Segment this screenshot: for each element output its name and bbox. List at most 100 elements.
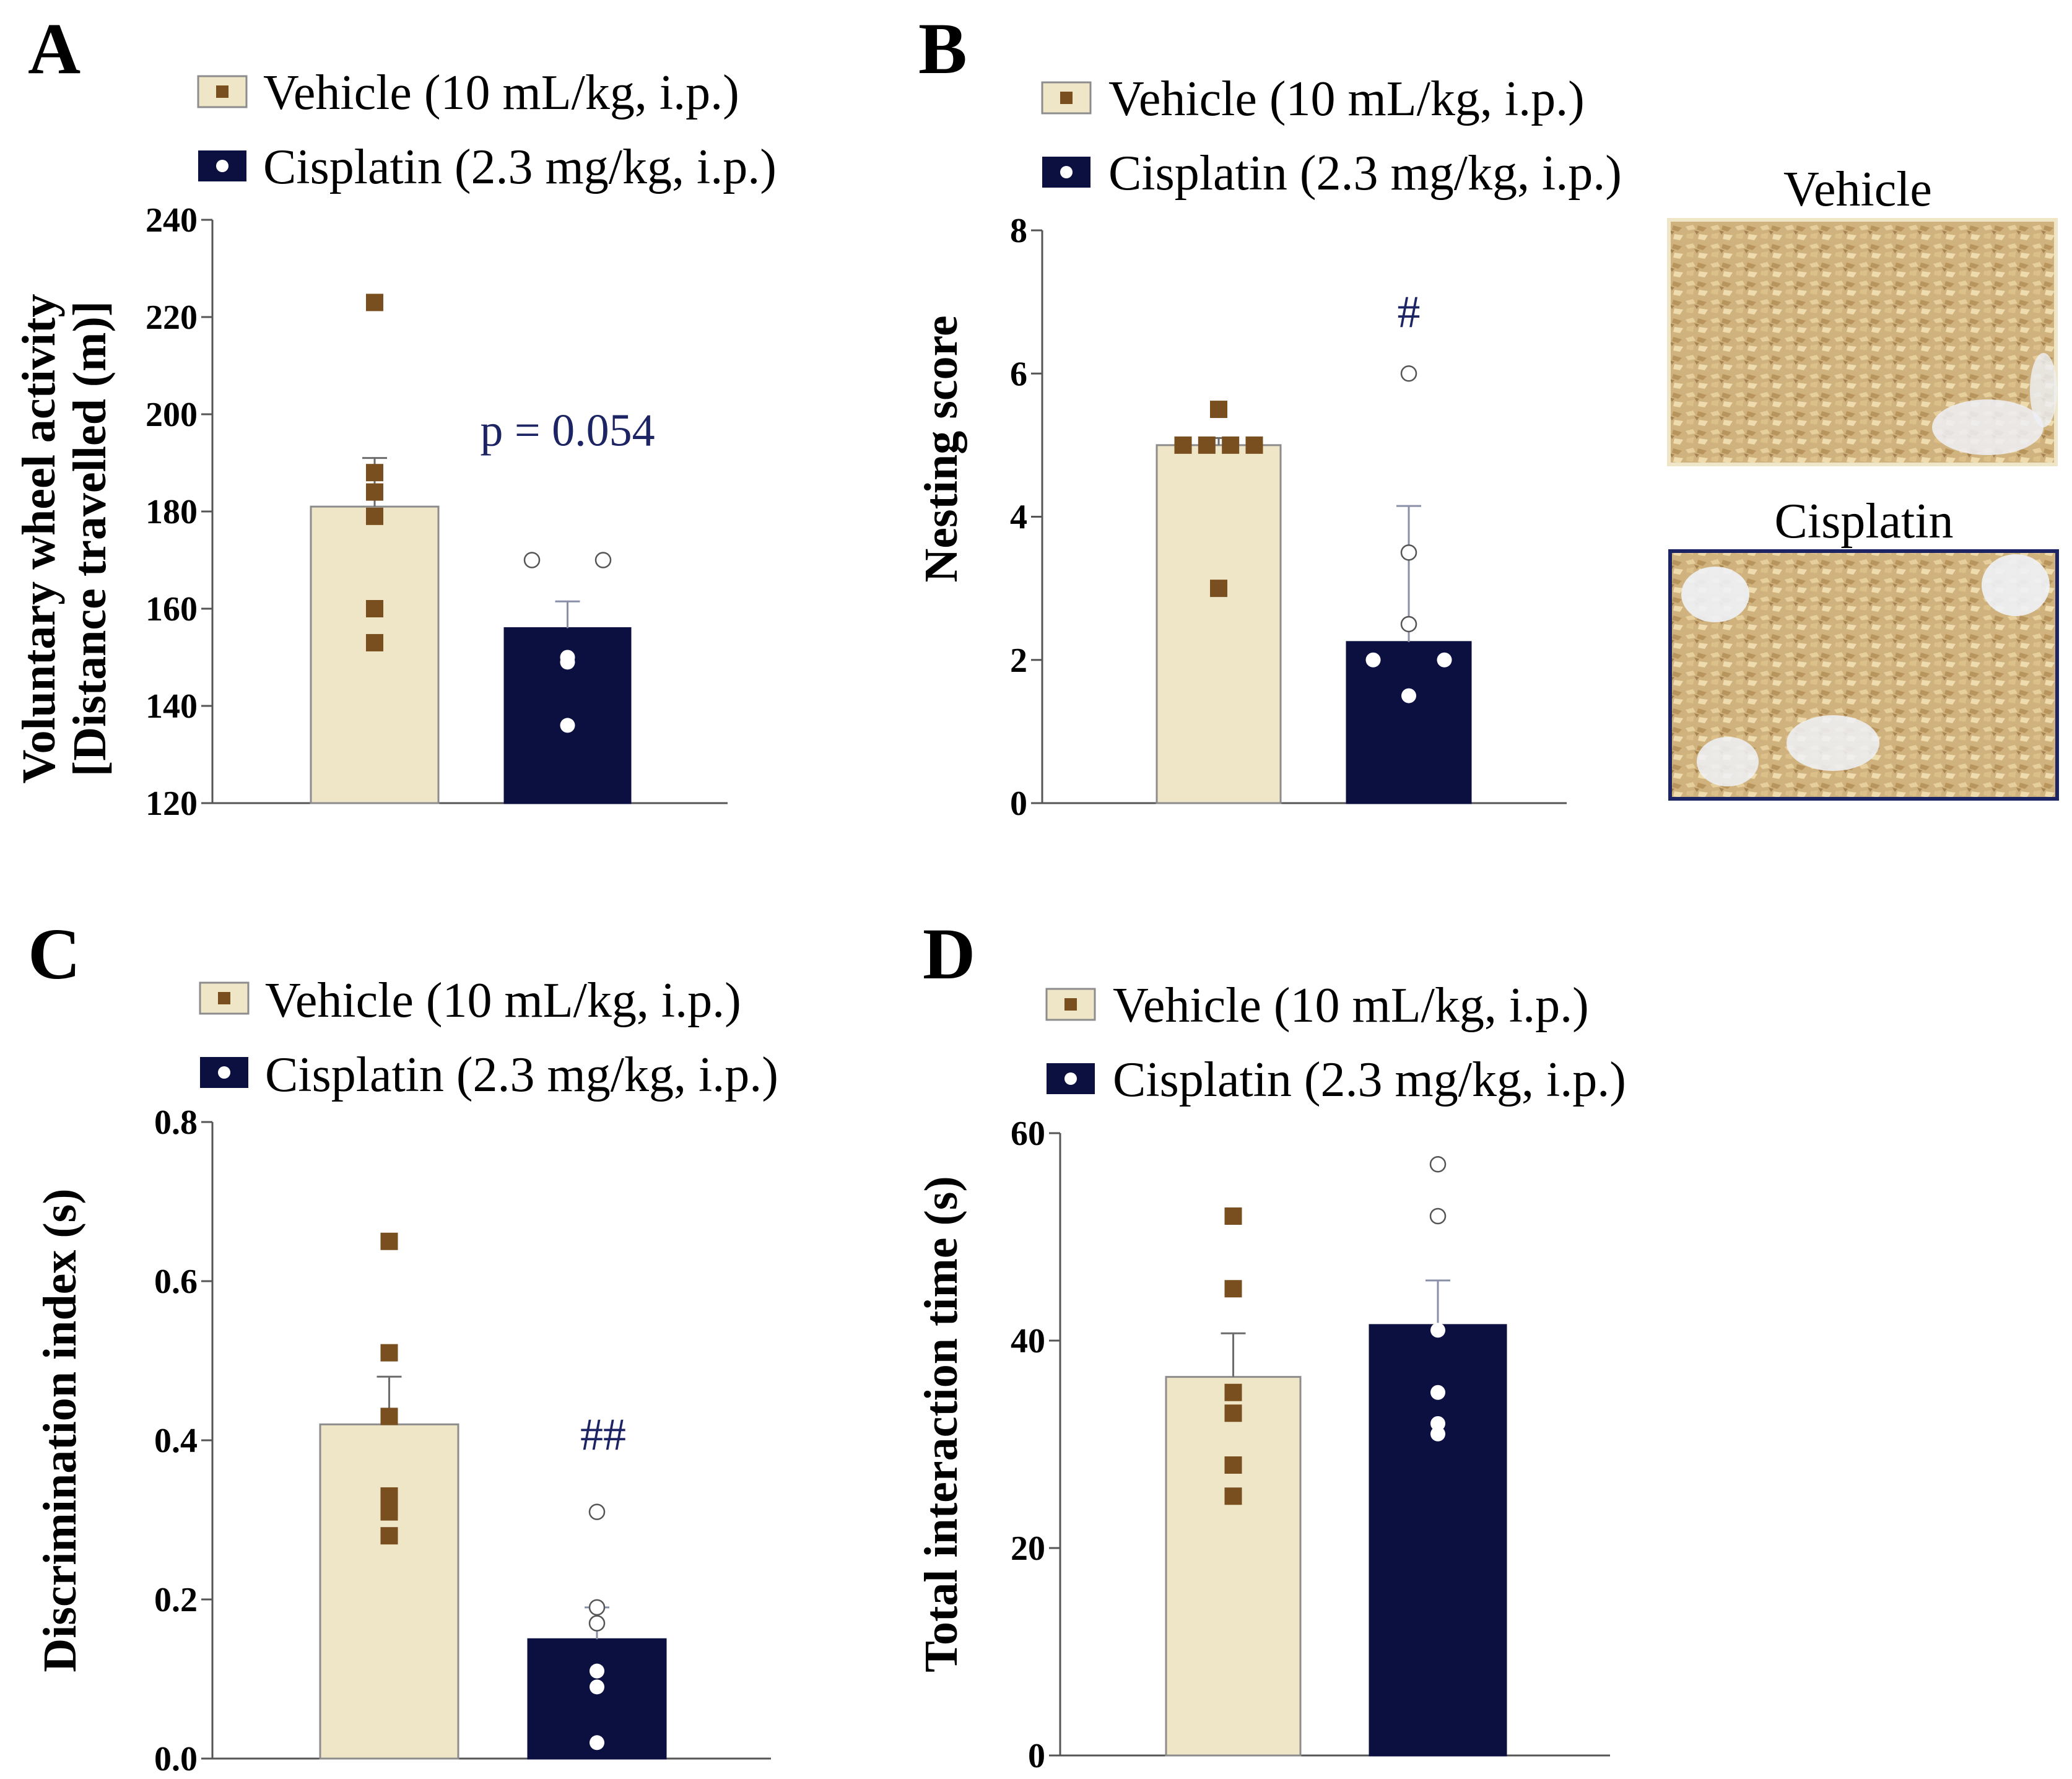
- y-tick-label: 0.6: [154, 1263, 198, 1301]
- panel-b-plot: 0 2 4 6 8 #: [1010, 212, 1567, 823]
- data-point-cisplatin: [590, 1735, 604, 1751]
- y-axis-title-line-1: Voluntary wheel activity: [13, 294, 65, 784]
- data-point-vehicle: [366, 633, 383, 651]
- panel-c-legend: Vehicle (10 mL/kg, i.p.) Cisplatin (2.3 …: [199, 973, 778, 1102]
- data-point-vehicle: [380, 1527, 398, 1545]
- data-point-cisplatin: [1430, 1385, 1445, 1400]
- y-tick-label: 240: [146, 201, 198, 240]
- data-point-cisplatin: [1400, 615, 1417, 633]
- legend-vehicle-swatch: [1045, 988, 1096, 1021]
- data-point-vehicle: [380, 1232, 398, 1250]
- nest-photo-cisplatin-cotton-2: [1982, 554, 2050, 616]
- legend-vehicle-marker: [1060, 92, 1073, 104]
- y-tick-label: 160: [146, 590, 198, 629]
- y-tick-label: 220: [146, 298, 198, 337]
- bar-cisplatin: [1369, 1324, 1507, 1757]
- panel-c-y-axis-title: Discrimination index (s): [34, 1188, 86, 1672]
- y-tick-label: 200: [146, 396, 198, 434]
- nest-photo-cisplatin-cotton-4: [1697, 737, 1759, 786]
- data-point-vehicle: [366, 483, 383, 501]
- panel-a-y-axis-title: Voluntary wheel activity [Distance trave…: [13, 294, 116, 784]
- data-point-cisplatin: [560, 718, 575, 733]
- y-tick-label: 0.4: [154, 1422, 198, 1460]
- panel-b-y-axis-title: Nesting score: [915, 315, 967, 582]
- data-point-vehicle: [366, 507, 383, 525]
- legend-vehicle-marker: [1064, 998, 1077, 1011]
- panel-d-chart: D Vehicle (10 mL/kg, i.p.) Cisplatin (2.…: [915, 913, 1626, 1775]
- data-point-vehicle: [1224, 1456, 1242, 1474]
- data-point-cisplatin: [1430, 1416, 1445, 1431]
- legend-cisplatin-marker: [218, 1066, 230, 1079]
- y-tick-label: 40: [1011, 1322, 1045, 1360]
- data-point-cisplatin: [590, 1679, 604, 1695]
- y-axis-title: Nesting score: [915, 315, 967, 582]
- data-point-vehicle: [1245, 436, 1263, 454]
- legend-cisplatin-label: Cisplatin (2.3 mg/kg, i.p.): [1113, 1053, 1626, 1107]
- legend-vehicle-label: Vehicle (10 mL/kg, i.p.): [265, 973, 741, 1028]
- legend-cisplatin-marker: [216, 160, 229, 172]
- legend-vehicle-marker: [216, 85, 229, 98]
- panel-a-legend: Vehicle (10 mL/kg, i.p.) Cisplatin (2.3 …: [197, 66, 777, 194]
- legend-cisplatin-label: Cisplatin (2.3 mg/kg, i.p.): [265, 1048, 778, 1102]
- data-point-cisplatin: [1401, 688, 1416, 703]
- data-point-cisplatin: [588, 1615, 606, 1632]
- y-tick-label: 0.8: [154, 1103, 198, 1142]
- y-tick-label: 180: [146, 493, 198, 531]
- data-point-cisplatin: [1437, 652, 1452, 668]
- panel-c-chart: C Vehicle (10 mL/kg, i.p.) Cisplatin (2.…: [28, 913, 778, 1778]
- data-point-cisplatin: [1429, 1156, 1447, 1173]
- data-point-vehicle: [1224, 1383, 1242, 1401]
- panel-a-plot: 120 140 160 180 200 220 240 p = 0.054: [146, 201, 728, 823]
- legend-vehicle-swatch: [1041, 81, 1092, 115]
- y-tick-label: 8: [1010, 212, 1027, 250]
- y-tick-label: 6: [1010, 355, 1027, 393]
- data-point-vehicle: [380, 1407, 398, 1425]
- data-point-cisplatin: [590, 1663, 604, 1679]
- bar-vehicle: [319, 1423, 459, 1760]
- data-point-cisplatin: [588, 1503, 606, 1520]
- significance-annotation: ##: [580, 1410, 626, 1461]
- data-point-cisplatin: [1400, 544, 1417, 561]
- data-point-cisplatin: [594, 552, 612, 568]
- data-point-cisplatin: [1365, 652, 1381, 668]
- nest-photo-cisplatin-cotton-3: [1787, 715, 1879, 771]
- data-point-vehicle: [1222, 436, 1240, 454]
- legend-vehicle-marker: [218, 992, 230, 1004]
- legend-vehicle-label: Vehicle (10 mL/kg, i.p.): [263, 66, 739, 120]
- bar-vehicle: [310, 505, 440, 804]
- data-point-vehicle: [1224, 1404, 1242, 1422]
- panel-label-b: B: [918, 8, 967, 89]
- data-point-vehicle: [1210, 401, 1227, 419]
- legend-vehicle-label: Vehicle (10 mL/kg, i.p.): [1108, 72, 1585, 126]
- y-tick-label: 0: [1028, 1737, 1045, 1775]
- panel-b-chart: B Vehicle (10 mL/kg, i.p.) Cisplatin (2.…: [915, 8, 2059, 823]
- nest-photo-vehicle-cotton-small: [2030, 353, 2057, 427]
- data-point-cisplatin: [560, 655, 575, 670]
- y-tick-label: 0.2: [154, 1581, 198, 1619]
- legend-vehicle-swatch: [197, 75, 248, 108]
- data-point-vehicle: [380, 1503, 398, 1521]
- bar-vehicle: [1156, 444, 1282, 804]
- legend-cisplatin-label: Cisplatin (2.3 mg/kg, i.p.): [263, 140, 777, 194]
- legend-vehicle-label: Vehicle (10 mL/kg, i.p.): [1113, 978, 1589, 1033]
- y-tick-label: 20: [1011, 1529, 1045, 1568]
- y-axis-title-line-2: [Distance travelled (m)]: [64, 301, 116, 776]
- data-point-vehicle: [366, 600, 383, 617]
- nest-photos: Vehicle Cisplatin: [1667, 162, 2059, 801]
- data-point-vehicle: [366, 464, 383, 482]
- data-point-vehicle: [1210, 580, 1227, 598]
- y-tick-label: 140: [146, 687, 198, 726]
- data-point-vehicle: [380, 1344, 398, 1362]
- data-point-vehicle: [380, 1487, 398, 1505]
- panel-b-legend: Vehicle (10 mL/kg, i.p.) Cisplatin (2.3 …: [1041, 72, 1622, 201]
- y-tick-label: 0.0: [154, 1740, 198, 1778]
- nest-photo-cisplatin-cotton-1: [1681, 567, 1749, 622]
- y-tick-label: 60: [1011, 1115, 1045, 1153]
- bar-vehicle: [1165, 1376, 1302, 1757]
- y-tick-label: 120: [146, 785, 198, 823]
- data-point-vehicle: [1224, 1207, 1242, 1225]
- legend-cisplatin-marker: [1060, 166, 1073, 178]
- data-point-cisplatin: [588, 1599, 606, 1616]
- data-point-vehicle: [1224, 1487, 1242, 1505]
- significance-annotation: p = 0.054: [480, 406, 655, 456]
